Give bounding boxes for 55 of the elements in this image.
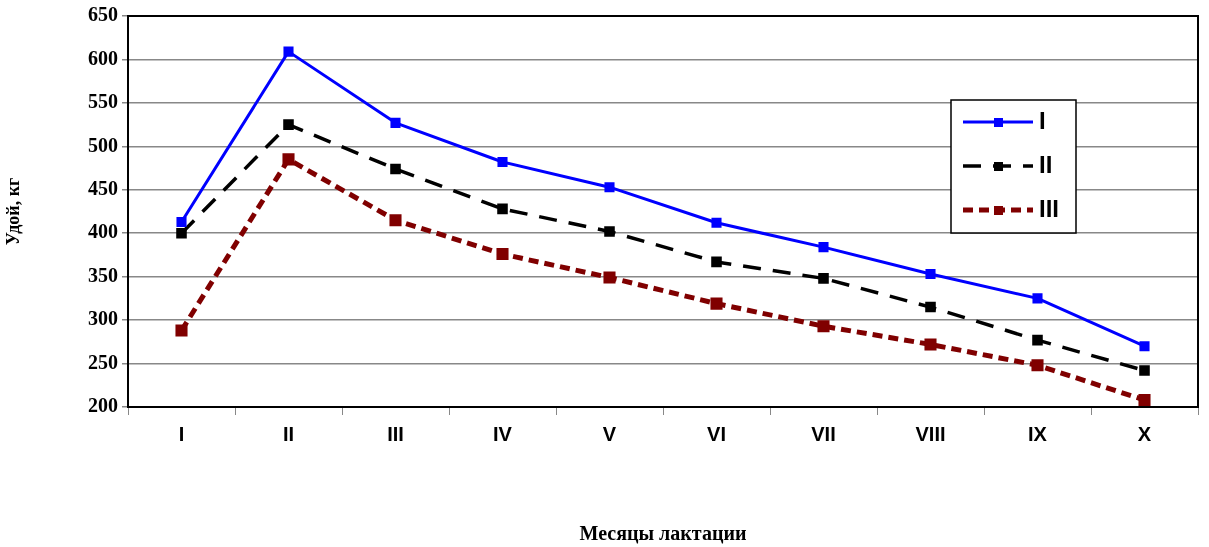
point xyxy=(496,248,509,261)
point xyxy=(283,119,294,130)
point xyxy=(817,320,830,333)
point xyxy=(175,324,188,337)
point xyxy=(390,117,401,128)
x-tick-label: VIII xyxy=(915,422,946,445)
x-tick-label: III xyxy=(387,422,404,445)
y-tick-label: 350 xyxy=(88,263,118,286)
point xyxy=(711,217,722,228)
point xyxy=(924,338,937,351)
point xyxy=(1032,334,1043,346)
point xyxy=(497,203,508,215)
point xyxy=(282,153,295,166)
point xyxy=(176,216,187,227)
point xyxy=(283,46,294,57)
point xyxy=(176,227,187,239)
x-tick-label: IV xyxy=(493,422,513,445)
y-tick-label: 500 xyxy=(88,133,118,156)
y-tick-label: 650 xyxy=(88,3,118,26)
x-tick-label: X xyxy=(1137,422,1152,445)
x-tick-label: V xyxy=(602,422,617,445)
x-tick-label: IX xyxy=(1028,422,1048,445)
point xyxy=(1139,341,1150,352)
point xyxy=(818,273,829,284)
point xyxy=(711,256,722,268)
y-tick-label: 450 xyxy=(88,176,118,199)
point xyxy=(710,297,723,310)
point xyxy=(604,226,615,237)
point xyxy=(389,214,402,227)
point xyxy=(925,269,936,280)
point xyxy=(390,163,401,175)
point xyxy=(1031,359,1044,372)
point xyxy=(818,242,829,253)
y-tick-label: 300 xyxy=(88,307,118,330)
x-axis-title: Месяцы лактации xyxy=(579,522,747,545)
y-tick-label: 600 xyxy=(88,46,118,69)
y-tick-label: 400 xyxy=(88,220,118,243)
point xyxy=(1138,394,1151,407)
point xyxy=(603,271,616,284)
y-tick-label: 550 xyxy=(88,90,118,113)
legend-label: II xyxy=(1039,150,1053,178)
y-tick-label: 200 xyxy=(88,394,118,417)
legend-label: III xyxy=(1039,194,1060,222)
point xyxy=(1139,365,1150,376)
legend-label: I xyxy=(1039,106,1046,134)
x-tick-label: II xyxy=(282,422,295,445)
y-tick-label: 250 xyxy=(88,350,118,373)
point xyxy=(497,156,508,168)
x-tick-label: VI xyxy=(707,422,726,445)
point xyxy=(1032,293,1043,304)
point xyxy=(925,301,936,313)
point xyxy=(604,182,615,193)
x-tick-label: VII xyxy=(811,422,836,445)
x-tick-label: I xyxy=(178,422,185,445)
y-axis-title: Удой, кг xyxy=(3,177,24,246)
